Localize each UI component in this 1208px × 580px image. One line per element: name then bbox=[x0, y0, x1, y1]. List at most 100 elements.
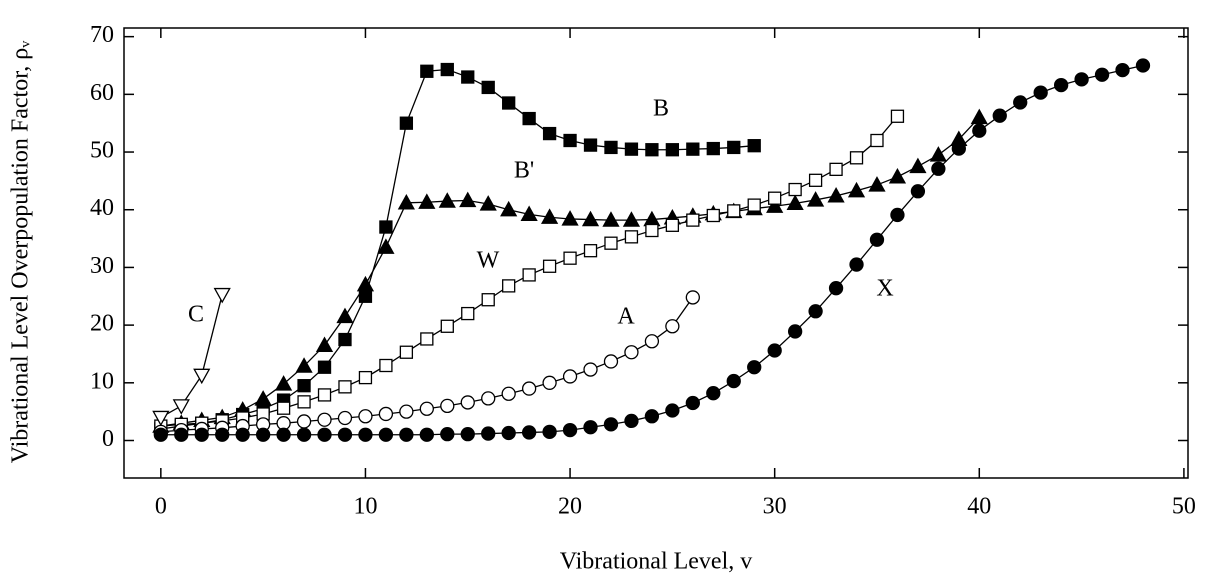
marker bbox=[152, 410, 170, 427]
marker bbox=[459, 191, 477, 208]
marker bbox=[806, 191, 825, 207]
marker bbox=[174, 427, 189, 442]
marker bbox=[336, 307, 354, 324]
y-tick-label: 70 bbox=[90, 22, 114, 48]
marker bbox=[358, 370, 373, 385]
marker bbox=[317, 427, 332, 442]
marker bbox=[828, 281, 844, 296]
marker bbox=[338, 332, 352, 347]
marker bbox=[540, 208, 559, 224]
marker bbox=[1115, 62, 1130, 78]
marker bbox=[378, 427, 394, 442]
marker bbox=[868, 176, 886, 192]
marker bbox=[296, 414, 312, 429]
marker bbox=[603, 417, 619, 432]
marker bbox=[481, 293, 495, 307]
marker bbox=[787, 324, 803, 339]
marker bbox=[481, 426, 496, 441]
marker bbox=[315, 336, 334, 352]
marker bbox=[847, 181, 866, 198]
marker bbox=[420, 64, 434, 78]
marker bbox=[972, 123, 987, 138]
x-tick-label: 0 bbox=[155, 494, 167, 520]
marker bbox=[562, 369, 578, 384]
marker bbox=[808, 173, 823, 187]
marker bbox=[1074, 72, 1089, 87]
marker bbox=[255, 427, 271, 442]
y-tick-label: 0 bbox=[102, 426, 114, 452]
marker bbox=[542, 424, 557, 439]
marker bbox=[583, 138, 598, 152]
marker bbox=[747, 198, 761, 212]
x-tick-label: 30 bbox=[763, 494, 787, 520]
marker bbox=[890, 109, 905, 123]
marker bbox=[581, 210, 600, 227]
marker bbox=[827, 187, 845, 203]
marker bbox=[419, 427, 434, 442]
marker bbox=[274, 375, 293, 391]
marker bbox=[706, 208, 720, 223]
marker bbox=[929, 146, 947, 162]
curve-label: W bbox=[477, 248, 500, 274]
marker bbox=[461, 306, 475, 321]
curve-label: B bbox=[653, 96, 669, 122]
marker bbox=[870, 133, 884, 148]
curve-label: X bbox=[876, 276, 893, 302]
marker bbox=[418, 193, 436, 209]
curve-label: B' bbox=[514, 158, 534, 184]
marker bbox=[727, 204, 741, 218]
marker bbox=[665, 403, 680, 418]
marker bbox=[645, 143, 659, 157]
marker bbox=[317, 388, 332, 402]
marker bbox=[356, 275, 375, 292]
plot-frame bbox=[123, 27, 1189, 479]
marker bbox=[869, 232, 885, 247]
y-tick-label: 60 bbox=[90, 80, 114, 106]
x-tick-label: 50 bbox=[1172, 494, 1196, 520]
marker bbox=[1053, 77, 1069, 93]
marker bbox=[502, 96, 516, 110]
marker bbox=[768, 191, 782, 205]
marker bbox=[808, 304, 823, 319]
marker bbox=[1033, 85, 1048, 100]
marker bbox=[624, 413, 639, 429]
marker bbox=[685, 290, 700, 305]
marker bbox=[542, 375, 557, 390]
marker bbox=[583, 362, 598, 377]
x-tick-label: 20 bbox=[558, 494, 582, 520]
marker bbox=[481, 391, 496, 406]
marker bbox=[909, 157, 927, 174]
marker bbox=[479, 195, 497, 211]
marker bbox=[829, 162, 843, 176]
curve-label: C bbox=[188, 302, 204, 328]
marker bbox=[622, 211, 641, 227]
marker bbox=[481, 80, 495, 95]
y-tick-label: 50 bbox=[90, 138, 114, 164]
marker bbox=[1094, 67, 1110, 82]
marker bbox=[521, 425, 537, 440]
marker bbox=[522, 268, 536, 282]
y-tick-label: 10 bbox=[90, 368, 114, 394]
marker bbox=[644, 409, 660, 424]
marker bbox=[685, 395, 700, 411]
marker bbox=[338, 380, 352, 394]
marker bbox=[317, 412, 332, 427]
marker bbox=[562, 422, 578, 438]
marker bbox=[727, 140, 741, 155]
marker bbox=[970, 108, 988, 125]
marker bbox=[602, 211, 620, 227]
marker bbox=[461, 70, 475, 84]
marker bbox=[172, 399, 190, 415]
marker bbox=[849, 257, 864, 272]
marker bbox=[397, 193, 415, 210]
y-tick-label: 20 bbox=[90, 311, 114, 337]
y-tick-label: 30 bbox=[90, 253, 114, 279]
marker bbox=[377, 238, 395, 254]
marker bbox=[1135, 58, 1151, 73]
marker bbox=[747, 139, 761, 153]
marker bbox=[686, 213, 700, 227]
marker bbox=[440, 319, 454, 333]
marker bbox=[153, 427, 168, 442]
marker bbox=[542, 126, 557, 141]
marker bbox=[254, 390, 272, 406]
